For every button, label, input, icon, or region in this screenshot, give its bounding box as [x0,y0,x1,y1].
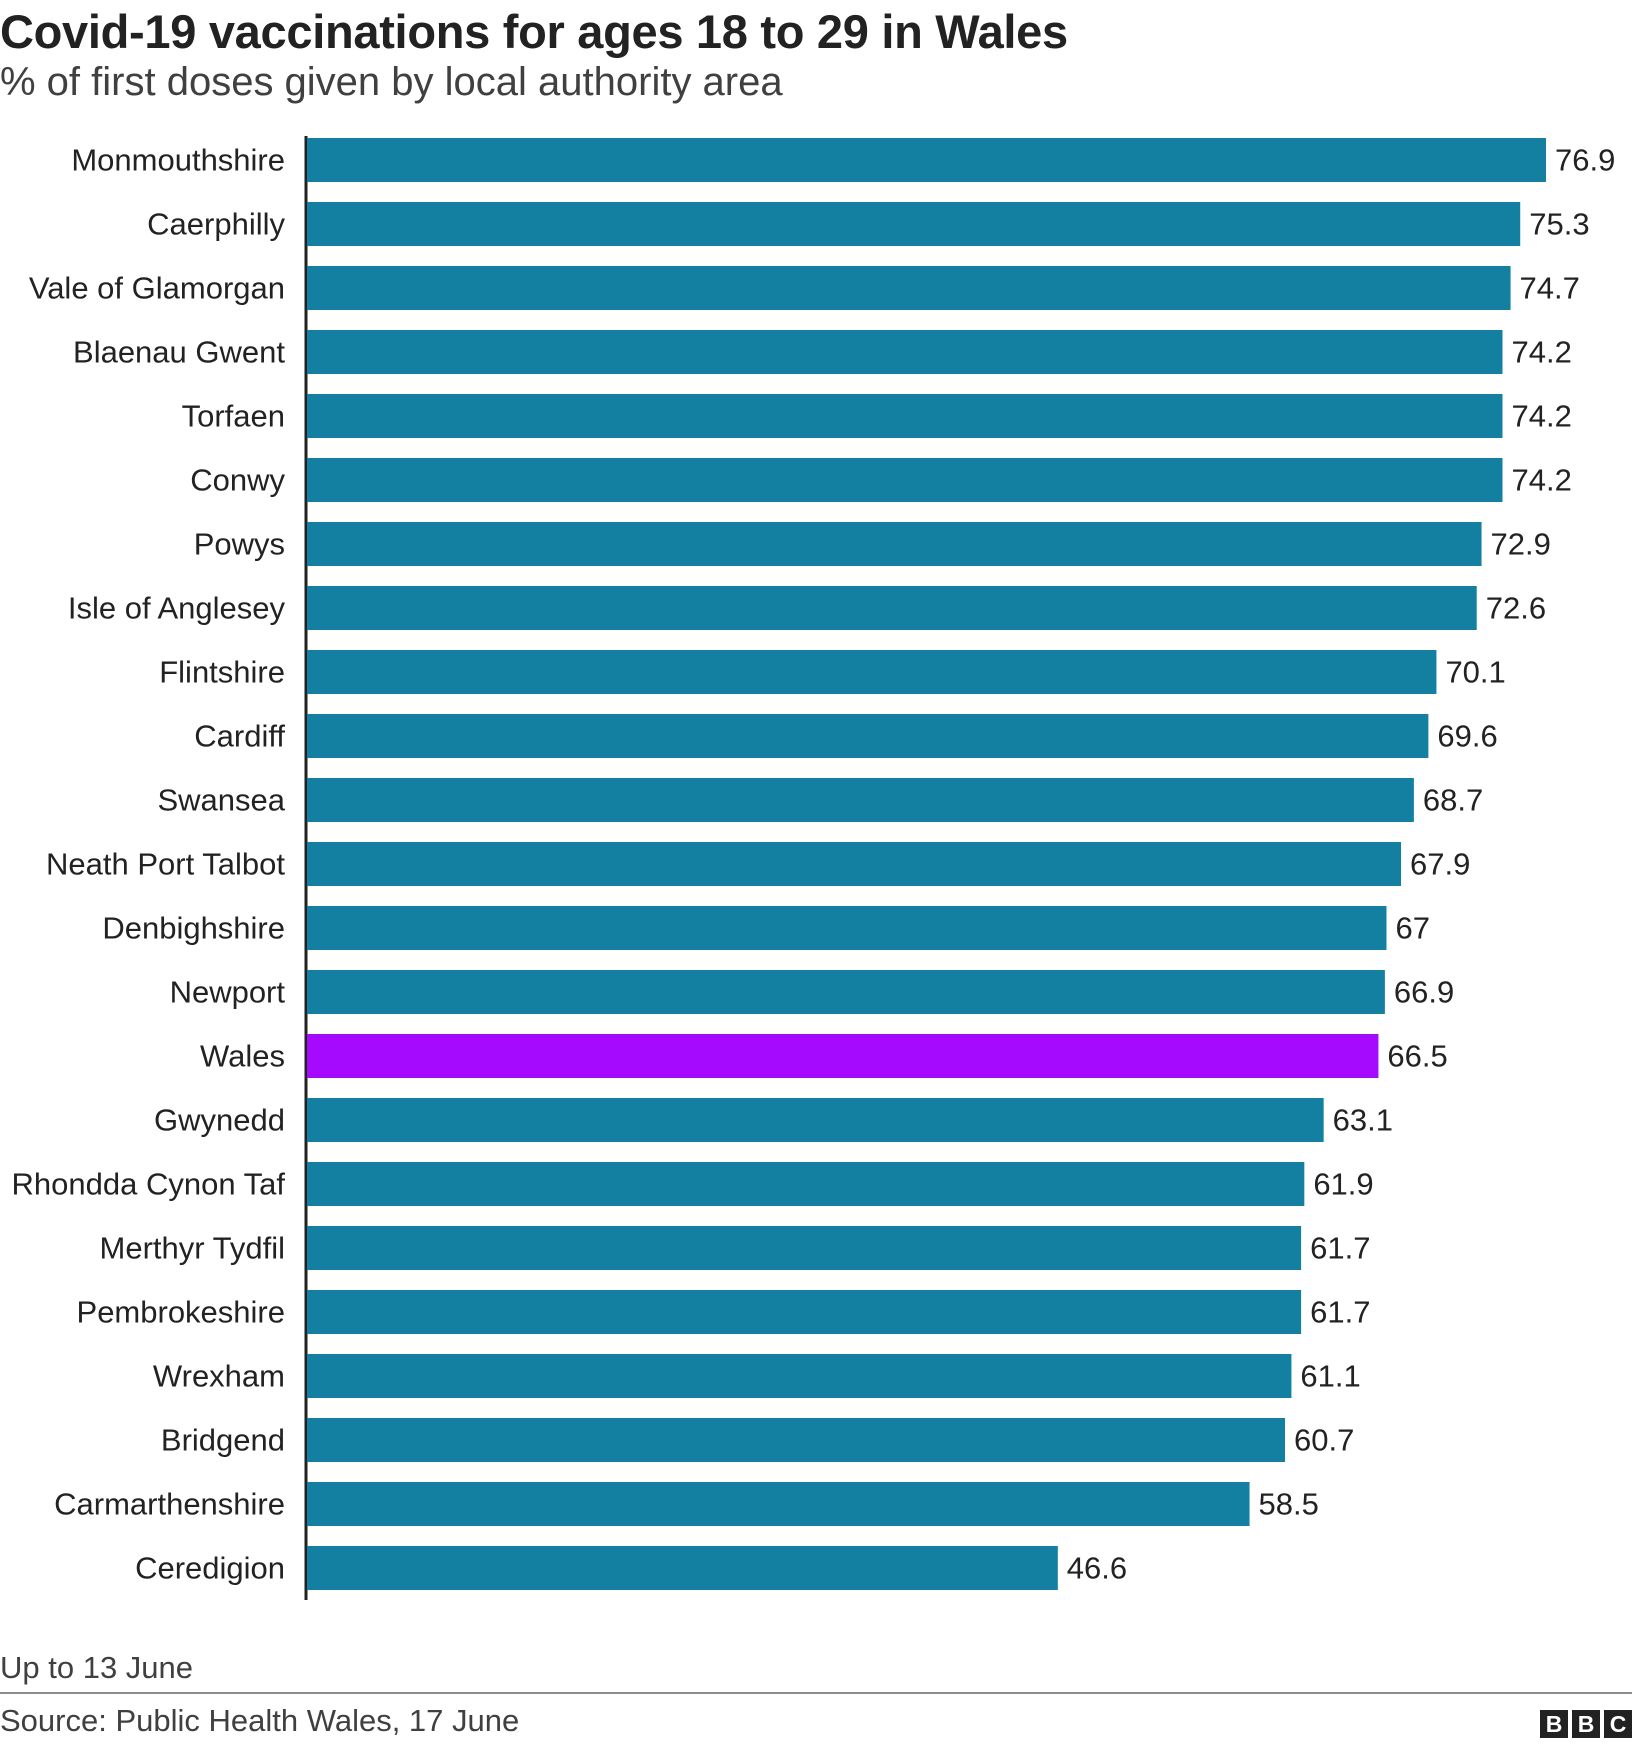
category-label: Isle of Anglesey [68,591,286,626]
category-label: Ceredigion [135,1551,285,1586]
category-label: Conwy [190,463,285,498]
bar [307,1418,1285,1462]
category-label: Neath Port Talbot [46,847,285,882]
value-label: 61.7 [1310,1231,1370,1266]
category-label: Flintshire [159,655,285,690]
chart-title: Covid-19 vaccinations for ages 18 to 29 … [0,5,1068,58]
bar [307,1226,1302,1270]
bar [307,330,1503,374]
bar [307,1546,1058,1590]
value-label: 74.2 [1511,335,1571,370]
value-label: 76.9 [1555,143,1615,178]
chart-source: Source: Public Health Wales, 17 June [0,1703,520,1738]
bar [307,266,1511,310]
bar [307,778,1414,822]
footer-divider [0,1692,1632,1694]
value-label: 58.5 [1259,1487,1319,1522]
bar [307,1290,1302,1334]
bar [307,138,1546,182]
chart-note: Up to 13 June [0,1650,194,1685]
bar [307,586,1477,630]
chart-subtitle: % of first doses given by local authorit… [0,60,783,104]
category-label: Rhondda Cynon Taf [12,1167,286,1202]
category-label: Swansea [157,783,285,818]
bar [307,970,1385,1014]
value-label: 70.1 [1445,655,1505,690]
category-label: Carmarthenshire [54,1487,285,1522]
category-label: Newport [170,975,286,1010]
bar [307,1482,1250,1526]
bar [307,906,1387,950]
category-label: Powys [194,527,285,562]
category-label: Merthyr Tydfil [100,1231,285,1266]
category-label: Pembrokeshire [77,1295,285,1330]
value-label: 66.9 [1394,975,1454,1010]
bar [307,1354,1292,1398]
category-label: Caerphilly [147,207,285,242]
logo-letter-3: C [1604,1710,1632,1738]
category-label: Bridgend [161,1423,285,1458]
value-label: 61.9 [1313,1167,1373,1202]
value-label: 74.2 [1511,399,1571,434]
value-label: 72.9 [1491,527,1551,562]
value-label: 69.6 [1437,719,1497,754]
highlight-bar [307,1034,1379,1078]
value-label: 72.6 [1486,591,1546,626]
bar [307,714,1429,758]
category-label: Wrexham [153,1359,285,1394]
value-label: 67.9 [1410,847,1470,882]
bar [307,202,1521,246]
category-label: Cardiff [194,719,285,754]
bar [307,394,1503,438]
logo-letter-2: B [1572,1710,1600,1738]
bar [307,1098,1324,1142]
value-label: 68.7 [1423,783,1483,818]
category-label: Vale of Glamorgan [29,271,285,306]
category-label: Denbighshire [102,911,285,946]
value-label: 66.5 [1387,1039,1447,1074]
logo-letter-1: B [1540,1710,1568,1738]
bar [307,1162,1305,1206]
bar-chart: Monmouthshire 76.9 Caerphilly 75.3 Vale of G… [12,136,1615,1600]
category-label: Torfaen [182,399,285,434]
value-label: 61.1 [1300,1359,1360,1394]
value-label: 60.7 [1294,1423,1354,1458]
category-label: Blaenau Gwent [73,335,285,370]
value-label: 63.1 [1333,1103,1393,1138]
value-label: 67 [1395,911,1429,946]
value-label: 74.2 [1511,463,1571,498]
bar [307,842,1401,886]
category-label: Monmouthshire [71,143,285,178]
value-label: 74.7 [1520,271,1580,306]
value-label: 46.6 [1067,1551,1127,1586]
value-label: 75.3 [1529,207,1589,242]
bar [307,458,1503,502]
category-label: Wales [200,1039,285,1074]
value-label: 61.7 [1310,1295,1370,1330]
bar [307,522,1482,566]
bbc-logo: B B C [1540,1710,1632,1738]
bar [307,650,1437,694]
category-label: Gwynedd [154,1103,285,1138]
